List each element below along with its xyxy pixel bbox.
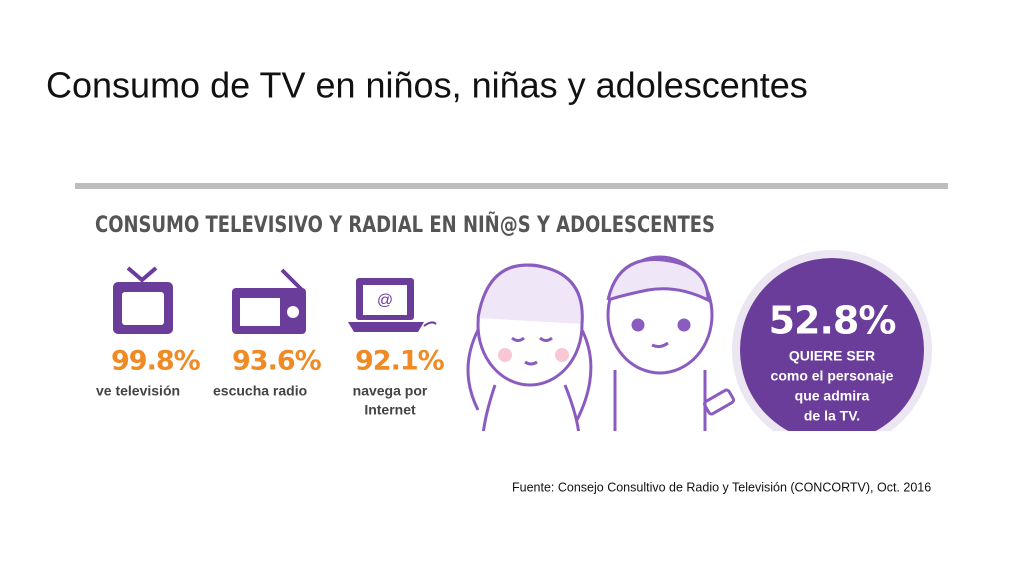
- laptop-icon: @: [348, 278, 437, 332]
- highlight-label: de la TV.: [804, 408, 860, 424]
- highlight-circle: [740, 258, 924, 431]
- children-illustration: [466, 255, 736, 431]
- tv-icon: [113, 266, 173, 334]
- laptop-at: @: [377, 292, 393, 309]
- stat-label: Internet: [364, 402, 416, 418]
- stat-label: ve televisión: [96, 383, 180, 399]
- highlight-label: como el personaje: [771, 368, 894, 384]
- stat-value: 93.6%: [232, 346, 322, 377]
- highlight-label: que admira: [795, 388, 870, 404]
- radio-icon: [232, 268, 306, 334]
- infographic-heading: CONSUMO TELEVISIVO Y RADIAL EN NIÑ@S Y A…: [95, 212, 715, 238]
- infographic: CONSUMO TELEVISIVO Y RADIAL EN NIÑ@S Y A…: [75, 183, 948, 431]
- stat-label: navega por: [353, 383, 428, 399]
- slide-title: Consumo de TV en niños, niñas y adolesce…: [46, 65, 808, 106]
- source-note: Fuente: Consejo Consultivo de Radio y Te…: [512, 480, 931, 494]
- stat-value: 99.8%: [111, 346, 201, 377]
- highlight-value: 52.8%: [769, 299, 896, 343]
- highlight-label: QUIERE SER: [789, 348, 875, 364]
- top-rule: [75, 183, 948, 189]
- stat-value: 92.1%: [355, 346, 445, 377]
- stat-label: escucha radio: [213, 383, 307, 399]
